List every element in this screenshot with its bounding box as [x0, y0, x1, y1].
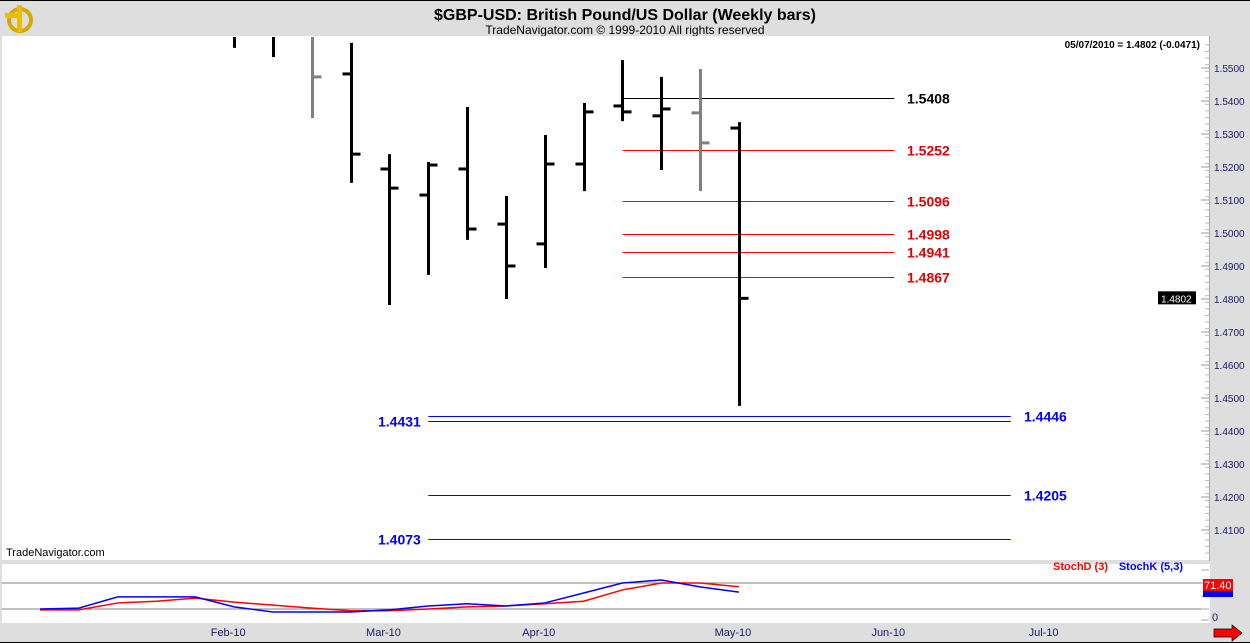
legend-stochk: StochK (5,3)	[1119, 561, 1184, 573]
ohlc-bar	[536, 134, 555, 268]
ohlc-bar	[497, 196, 516, 299]
stochd-last-box	[1203, 579, 1233, 591]
level-label: 1.4205	[1024, 488, 1067, 504]
last-price-box: 1.4802	[1158, 291, 1196, 305]
price-tick-label: 1.5000	[1214, 229, 1245, 240]
sextant-logo-icon	[5, 5, 33, 33]
date-label: Jul-10	[1029, 627, 1059, 639]
price-panel[interactable]	[2, 36, 1210, 560]
ohlc-bar	[380, 154, 399, 305]
ohlc-bar	[311, 37, 322, 119]
stochk-last-box	[1203, 587, 1233, 597]
price-tick-label: 1.4800	[1214, 295, 1245, 306]
price-bars	[233, 37, 749, 406]
level-label: 1.5252	[907, 143, 950, 159]
scroll-right-arrow-icon[interactable]	[1213, 624, 1243, 642]
price-tick-label: 1.4600	[1214, 361, 1245, 372]
ohlc-bar	[458, 106, 477, 240]
ohlc-bar	[575, 102, 594, 192]
watermark: TradeNavigator.com	[6, 547, 105, 559]
level-label: 1.4446	[1024, 409, 1067, 425]
level-label: 1.5096	[907, 194, 950, 210]
date-label: Feb-10	[211, 627, 246, 639]
ohlc-bar	[730, 122, 749, 406]
level-label: 1.4998	[907, 227, 950, 243]
level-label: 1.4073	[378, 532, 421, 548]
ohlc-bar	[691, 68, 710, 192]
price-tick-label: 1.5400	[1214, 97, 1245, 108]
price-tick-label: 1.4300	[1214, 460, 1245, 471]
legend-stochd: StochD (3)	[1053, 561, 1108, 573]
price-tick-label: 1.5200	[1214, 163, 1245, 174]
level-label: 1.5408	[907, 91, 950, 107]
price-tick-label: 1.5100	[1214, 196, 1245, 207]
price-tick-label: 1.4500	[1214, 394, 1245, 405]
date-label: Mar-10	[366, 627, 401, 639]
price-readout: 05/07/2010 = 1.4802 (-0.0471)	[1065, 40, 1200, 51]
chart-subtitle: TradeNavigator.com © 1999-2010 All right…	[485, 23, 764, 37]
price-axis: 1.5500 1.5400 1.5300 1.5200 1.5100 1.5000 1.49…	[1201, 44, 1245, 554]
ohlc-bar	[342, 42, 361, 183]
level-label: 1.4941	[907, 245, 950, 261]
date-label: May-10	[715, 627, 752, 639]
stoch-series-red	[40, 582, 740, 612]
date-axis: Feb-10 Mar-10 Apr-10 May-10 Jun-10 Jul-10	[211, 627, 1059, 639]
stoch-zero-label: 0	[1212, 612, 1218, 624]
date-label: Jun-10	[871, 627, 905, 639]
fib-levels: 1.5408 1.5252 1.5096 1.4998 1.4941 1.4867 1.44…	[378, 91, 1067, 548]
date-label: Apr-10	[522, 627, 555, 639]
chart-title: $GBP-USD: British Pound/US Dollar (Weekl…	[434, 7, 816, 24]
ohlc-bar	[419, 162, 438, 275]
ohlc-bar	[613, 60, 632, 122]
price-tick-label: 1.5500	[1214, 64, 1245, 75]
price-tick-label: 1.4400	[1214, 427, 1245, 438]
level-label: 1.4867	[907, 270, 950, 286]
price-tick-label: 1.4900	[1214, 262, 1245, 273]
price-tick-label: 1.4100	[1214, 526, 1245, 537]
last-price-label: 1.4802	[1161, 294, 1192, 305]
stochastic-panel[interactable]	[2, 564, 1210, 623]
price-tick-label: 1.4200	[1214, 493, 1245, 504]
level-label: 1.4431	[378, 414, 421, 430]
stochd-last-label: 71.40	[1204, 580, 1232, 592]
stoch-series-blue	[39, 579, 740, 613]
ohlc-bar	[652, 76, 671, 170]
price-tick-label: 1.5300	[1214, 130, 1245, 141]
price-tick-label: 1.4700	[1214, 328, 1245, 339]
